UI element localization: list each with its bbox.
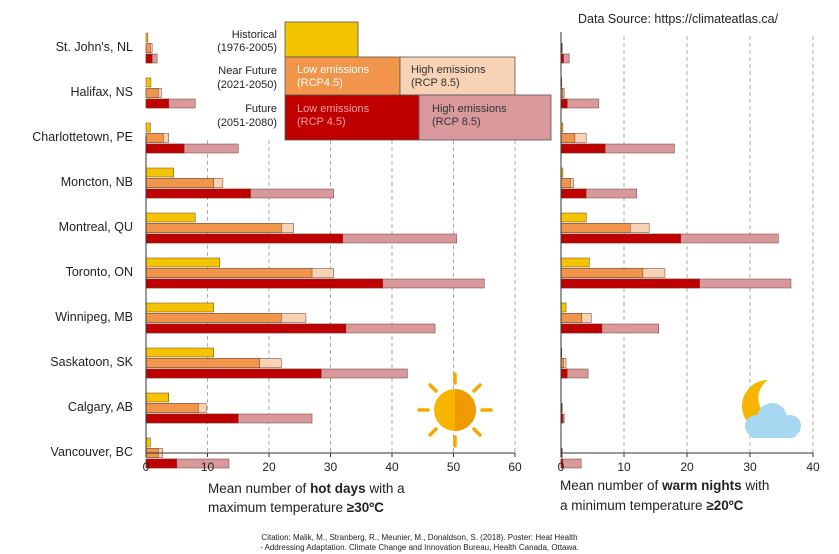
legend-historical-swatch — [284, 21, 359, 58]
hot-days-bar-historical — [145, 347, 214, 358]
legend-far-low-swatch — [284, 94, 420, 141]
category-label: Calgary, AB — [68, 400, 133, 414]
warm-nights-bar-far-low — [560, 98, 568, 109]
legend-far-high-swatch — [418, 94, 552, 141]
data-source: Data Source: https://climateatlas.ca/ — [578, 12, 779, 26]
hot-days-bar-near-low — [145, 358, 261, 368]
legend-far-high-line2: (RCP 8.5) — [432, 116, 481, 128]
category-label: Saskatoon, SK — [50, 355, 133, 369]
hot-days-bar-far-low — [145, 458, 177, 469]
hot-days-bar-far-low — [145, 98, 170, 109]
hot-days-bar-far-low — [145, 413, 239, 424]
hot-days-tick-label: 10 — [201, 460, 215, 474]
citation-line-2: - Addressing Adaptation. Climate Change … — [260, 543, 579, 552]
hot-days-bar-far-low — [145, 143, 185, 154]
legend-near-future-period: (2021-2050) — [217, 79, 277, 91]
warm-nights-bar-near-low — [560, 223, 631, 233]
legend-future-label: Future — [245, 103, 277, 115]
legend-near-low-line1: Low emissions — [297, 64, 370, 76]
citation-line-1: Citation: Malik, M., Stranberg, R., Meun… — [261, 533, 578, 542]
legend-near-future-label: Near Future — [218, 65, 277, 77]
warm-nights-tick-label: 40 — [806, 460, 820, 474]
warm-nights-tick-label: 0 — [558, 460, 565, 474]
category-label: Halifax, NS — [70, 85, 133, 99]
warm-nights-bar-far-low — [560, 188, 587, 199]
hot-days-bar-historical — [145, 257, 221, 268]
hot-days-bar-near-low — [145, 268, 313, 278]
legend-near-high-swatch — [399, 56, 516, 96]
hot-days-bar-historical — [145, 32, 149, 43]
hot-days-bar-far-low — [145, 323, 347, 334]
hot-days-bar-historical — [145, 392, 170, 403]
warm-nights-bar-far-low — [560, 233, 681, 244]
legend-near-low-line2: (RCP4.5) — [297, 77, 343, 89]
warm-nights-bar-far-low — [560, 368, 568, 379]
hot-days-bar-historical — [145, 167, 174, 178]
warm-nights-bar-historical — [560, 212, 587, 223]
hot-days-bar-near-low — [145, 133, 164, 143]
category-label: Charlottetown, PE — [32, 130, 133, 144]
hot-days-bar-far-low — [145, 278, 384, 289]
hot-days-tick-label: 50 — [447, 460, 461, 474]
legend-far-low-line2: (RCP 4.5) — [297, 116, 346, 128]
hot-days-bar-far-low — [145, 233, 344, 244]
hot-days-bar-historical — [145, 302, 214, 313]
hot-days-bar-historical — [145, 122, 151, 133]
hot-days-bar-historical — [145, 437, 151, 448]
category-label: St. John's, NL — [56, 40, 133, 54]
warm-nights-bar-historical — [560, 257, 590, 268]
warm-nights-tick-label: 30 — [743, 460, 757, 474]
hot-days-bar-far-low — [145, 53, 153, 64]
warm-nights-bar-near-low — [560, 178, 571, 188]
hot-days-bar-far-low — [145, 368, 322, 379]
moon-cloud-icon — [742, 380, 801, 438]
hot-days-chart: St. John's, NL Halifax, NS Charlottetown, … — [32, 32, 522, 474]
hot-days-bar-historical — [145, 212, 196, 223]
hot-days-bar-near-low — [145, 178, 214, 188]
hot-days-bar-historical — [145, 77, 152, 88]
hot-days-tick-label: 60 — [508, 460, 522, 474]
category-label: Vancouver, BC — [51, 445, 133, 459]
hot-days-bar-near-low — [145, 313, 282, 323]
hot-days-tick-label: 0 — [143, 460, 150, 474]
hot-days-tick-label: 20 — [262, 460, 276, 474]
category-label: Montreal, QU — [59, 220, 133, 234]
legend-far-high-line1: High emissions — [432, 103, 507, 115]
legend-historical-label: Historical — [232, 29, 277, 41]
warm-nights-tick-label: 20 — [680, 460, 694, 474]
category-label: Winnipeg, MB — [55, 310, 133, 324]
warm-nights-bar-far-low — [560, 143, 606, 154]
warm-nights-tick-label: 10 — [617, 460, 631, 474]
warm-nights-bar-historical — [560, 302, 567, 313]
warm-nights-chart: 0 10 20 30 40 — [558, 32, 820, 474]
legend-near-high-line1: High emissions — [411, 64, 486, 76]
warm-nights-bar-far-low — [560, 458, 564, 469]
legend: Historical (1976-2005) Near Future (2021… — [217, 21, 552, 141]
right-xaxis-title-line2: a minimum temperature ≥20ºC — [560, 498, 744, 513]
hot-days-tick-label: 40 — [385, 460, 399, 474]
warm-nights-bar-near-low — [560, 268, 644, 278]
category-label: Toronto, ON — [66, 265, 133, 279]
warm-nights-bar-near-low — [560, 313, 583, 323]
right-xaxis-title-line1: Mean number of warm nights with — [560, 478, 769, 493]
warm-nights-bar-far-low — [560, 323, 603, 334]
legend-near-high-line2: (RCP 8.5) — [411, 77, 460, 89]
hot-days-bar-near-low — [145, 88, 159, 98]
hot-days-bar-near-low — [145, 403, 199, 413]
left-xaxis-title-line1: Mean number of hot days with a — [208, 481, 405, 496]
sun-icon — [417, 372, 493, 448]
hot-days-bar-far-low — [145, 188, 251, 199]
category-label: Moncton, NB — [61, 175, 133, 189]
legend-near-low-swatch — [284, 56, 401, 96]
legend-far-low-line1: Low emissions — [297, 103, 370, 115]
hot-days-bar-near-low — [145, 223, 282, 233]
warm-nights-bar-far-low — [560, 278, 700, 289]
legend-future-period: (2051-2080) — [217, 117, 277, 129]
legend-historical-period: (1976-2005) — [217, 42, 277, 54]
hot-days-bar-near-low — [145, 43, 151, 53]
warm-nights-bar-near-low — [560, 133, 576, 143]
hot-days-tick-label: 30 — [324, 460, 338, 474]
left-xaxis-title-line2: maximum temperature ≥30ºC — [208, 500, 384, 515]
